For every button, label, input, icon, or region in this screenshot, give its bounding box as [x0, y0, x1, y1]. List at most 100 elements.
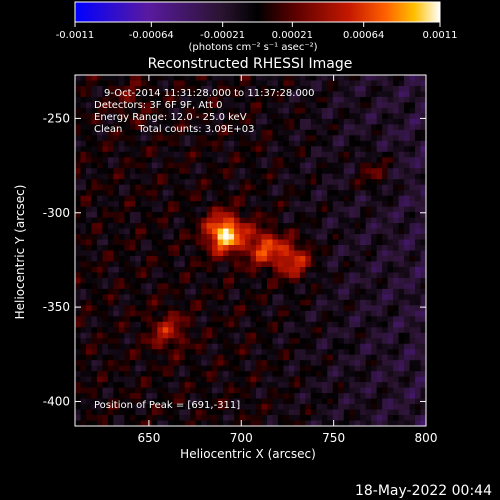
heatmap-cell: [234, 212, 240, 218]
heatmap-cell: [151, 250, 158, 257]
heatmap-cell: [168, 245, 175, 251]
heatmap-cell: [124, 146, 131, 153]
annotation-total-counts: Clean Total counts: 3.09E+03: [94, 124, 254, 135]
heatmap-cell: [398, 327, 405, 334]
heatmap-cell: [299, 245, 306, 251]
heatmap-cell: [118, 124, 125, 131]
heatmap-cell: [332, 118, 339, 125]
heatmap-cell: [201, 321, 208, 328]
heatmap-cell: [168, 398, 175, 405]
heatmap-cell: [96, 316, 103, 323]
heatmap-cell: [409, 124, 416, 131]
heatmap-cell: [118, 129, 125, 136]
heatmap-cell: [365, 404, 372, 410]
heatmap-cell: [415, 272, 421, 279]
heatmap-cell: [310, 91, 317, 98]
heatmap-cell: [223, 266, 229, 273]
heatmap-cell: [272, 398, 279, 405]
heatmap-cell: [255, 201, 262, 208]
heatmap-cell: [75, 415, 81, 421]
heatmap-cell: [162, 129, 169, 136]
heatmap-cell: [228, 228, 235, 235]
heatmap-cell: [118, 409, 125, 416]
heatmap-cell: [85, 151, 92, 158]
heatmap-cell: [102, 146, 109, 153]
heatmap-cell: [288, 398, 295, 405]
heatmap-cell: [415, 201, 421, 208]
heatmap-cell: [201, 365, 208, 372]
heatmap-cell: [129, 376, 136, 383]
heatmap-cell: [283, 327, 290, 334]
heatmap-cell: [409, 343, 416, 350]
heatmap-cell: [102, 80, 109, 87]
heatmap-cell: [250, 310, 257, 317]
heatmap-cell: [327, 272, 334, 279]
heatmap-cell: [206, 162, 213, 169]
heatmap-cell: [404, 338, 410, 345]
heatmap-cell: [277, 85, 284, 92]
heatmap-cell: [85, 129, 92, 136]
heatmap-cell: [223, 327, 229, 334]
heatmap-cell: [223, 223, 229, 229]
heatmap-cell: [146, 382, 153, 389]
heatmap-cell: [234, 217, 240, 224]
heatmap-cell: [162, 261, 169, 268]
heatmap-cell: [85, 201, 92, 208]
heatmap-cell: [195, 151, 202, 158]
heatmap-cell: [85, 371, 92, 378]
heatmap-cell: [80, 201, 87, 208]
heatmap-cell: [255, 360, 262, 367]
heatmap-cell: [239, 190, 246, 197]
heatmap-cell: [316, 118, 323, 125]
heatmap-cell: [234, 245, 240, 251]
heatmap-cell: [343, 85, 350, 92]
heatmap-cell: [250, 124, 257, 131]
heatmap-cell: [338, 129, 345, 136]
heatmap-cell: [151, 184, 158, 191]
heatmap-cell: [376, 360, 383, 367]
heatmap-cell: [140, 85, 147, 92]
heatmap-cell: [398, 228, 405, 235]
heatmap-cell: [234, 354, 240, 361]
heatmap-cell: [80, 168, 87, 175]
heatmap-cell: [316, 382, 323, 389]
heatmap-cell: [179, 201, 186, 208]
heatmap-cell: [96, 168, 103, 175]
heatmap-cell: [305, 255, 312, 262]
heatmap-cell: [404, 129, 410, 136]
heatmap-cell: [360, 223, 367, 229]
heatmap-cell: [255, 239, 262, 246]
heatmap-cell: [277, 360, 284, 367]
heatmap-cell: [310, 151, 317, 158]
heatmap-cell: [190, 157, 197, 164]
heatmap-cell: [102, 316, 109, 323]
heatmap-cell: [146, 140, 153, 147]
heatmap-cell: [349, 91, 356, 98]
heatmap-cell: [239, 184, 246, 191]
heatmap-cell: [299, 393, 306, 399]
heatmap-cell: [184, 140, 191, 147]
heatmap-cell: [179, 195, 186, 202]
heatmap-cell: [245, 310, 251, 317]
heatmap-cell: [85, 277, 92, 284]
heatmap-cell: [288, 75, 295, 81]
heatmap-cell: [96, 201, 103, 208]
heatmap-cell: [129, 250, 136, 257]
heatmap-cell: [157, 272, 164, 279]
heatmap-cell: [179, 387, 186, 394]
heatmap-cell: [338, 294, 345, 301]
heatmap-cell: [96, 206, 103, 213]
heatmap-cell: [75, 239, 81, 246]
heatmap-cell: [327, 255, 334, 262]
heatmap-cell: [206, 107, 213, 114]
heatmap-cell: [415, 228, 421, 235]
heatmap-cell: [404, 135, 410, 142]
heatmap-cell: [113, 409, 120, 416]
heatmap-cell: [173, 343, 180, 350]
heatmap-cell: [162, 91, 169, 98]
heatmap-cell: [365, 107, 372, 114]
heatmap-cell: [332, 195, 339, 202]
heatmap-cell: [179, 382, 186, 389]
heatmap-cell: [173, 376, 180, 383]
heatmap-cell: [310, 102, 317, 109]
